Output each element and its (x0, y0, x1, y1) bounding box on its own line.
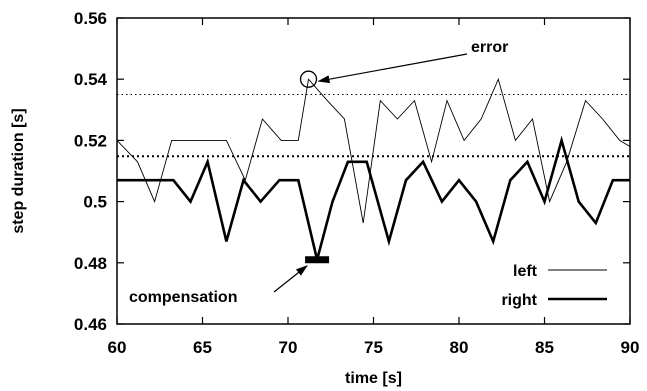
y-tick-label: 0.52 (74, 131, 107, 150)
y-axis-ticks: 0.46 0.48 0.5 0.52 0.54 0.56 (74, 9, 630, 334)
x-tick-label: 80 (450, 338, 469, 357)
x-tick-label: 85 (535, 338, 554, 357)
legend-label-left: left (513, 263, 538, 280)
legend: left right (501, 263, 607, 309)
error-marker-circle (299, 70, 318, 88)
x-tick-label: 90 (621, 338, 640, 357)
series-line-left (116, 77, 631, 224)
compensation-arrow (273, 265, 308, 293)
x-tick-label: 65 (193, 338, 212, 357)
x-tick-label: 70 (279, 338, 298, 357)
y-axis-label: step duration [s] (10, 108, 27, 233)
y-tick-label: 0.48 (74, 254, 107, 273)
y-tick-label: 0.56 (74, 9, 107, 28)
reference-lines (117, 94, 630, 158)
legend-label-right: right (501, 292, 537, 309)
plot-frame (116, 17, 631, 325)
annotation-error-label: error (471, 39, 508, 56)
x-tick-label: 60 (108, 338, 127, 357)
annotations (273, 53, 468, 293)
x-tick-label: 75 (364, 338, 383, 357)
y-tick-label: 0.5 (83, 193, 107, 212)
x-axis-label: time [s] (345, 370, 402, 387)
compensation-marker-bar (305, 256, 330, 264)
series-line-right (117, 135, 630, 261)
series-group (116, 77, 631, 261)
y-tick-label: 0.54 (74, 70, 108, 89)
annotation-compensation-label: compensation (129, 289, 237, 306)
error-arrow (317, 53, 468, 84)
y-tick-label: 0.46 (74, 315, 107, 334)
